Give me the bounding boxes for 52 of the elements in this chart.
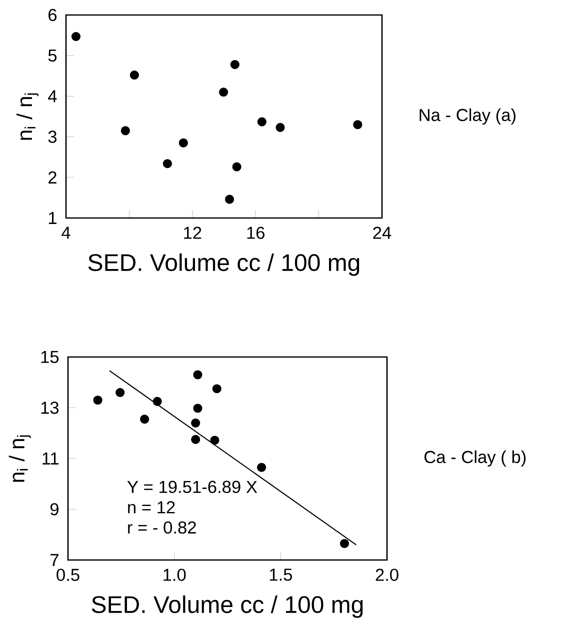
point [178,138,188,148]
annotation: Y = 19.51-6.89 X [127,480,258,494]
point [193,404,202,413]
point [93,396,102,405]
annotation: r = - 0.82 [128,521,196,534]
x-tick-label: 0.5 [56,568,80,581]
point [232,162,242,172]
point [116,388,125,398]
text: Na - Clay (a) [420,108,516,125]
y-tick-label: 9 [50,503,58,516]
x-tick-label: 12 [184,226,202,239]
x-tick-label: 24 [373,226,392,239]
y-tick-label: 4 [48,90,57,102]
point [230,60,240,70]
y-tick-label: 7 [50,554,58,566]
point [140,414,150,424]
y-axis-title: n$_{i}$ / n$_{j}$ [8,435,31,482]
point [191,434,200,444]
x-tick-label: 2.0 [376,568,398,581]
point [193,370,202,380]
point [224,194,234,204]
x-tick-label: 4 [62,226,70,239]
point [256,462,266,472]
point [257,117,266,126]
y-tick-label: 11 [42,452,58,464]
x-axis-title: SED. Volume cc / 100 mg [88,253,360,276]
x-tick-label: 1.5 [270,568,292,581]
point [71,32,80,42]
y-tick-label: 6 [48,8,57,22]
y-tick-label: 15 [41,350,59,364]
annotation: n = 12 [128,501,175,514]
point [130,70,139,80]
y-tick-label: 13 [41,402,59,414]
point [162,159,172,168]
point [340,538,349,548]
y-axis-title: n$_{i}$ / n$_{j}$ [16,93,38,140]
point [276,122,285,132]
point [152,396,162,406]
text: Ca - Clay ( b) [424,450,526,467]
x-axis-title: SED. Volume cc / 100 mg [92,595,363,618]
y-tick-label: 5 [48,50,57,62]
point [210,436,220,445]
point [120,126,130,136]
x-tick-label: 1.0 [164,568,186,581]
point [353,120,362,130]
y-tick-label: 2 [48,171,56,184]
y-tick-label: 3 [48,130,57,143]
x-tick-label: 16 [247,226,264,239]
point [218,88,228,97]
y-tick-label: 1 [48,212,56,224]
point [191,418,200,428]
point [212,384,222,394]
